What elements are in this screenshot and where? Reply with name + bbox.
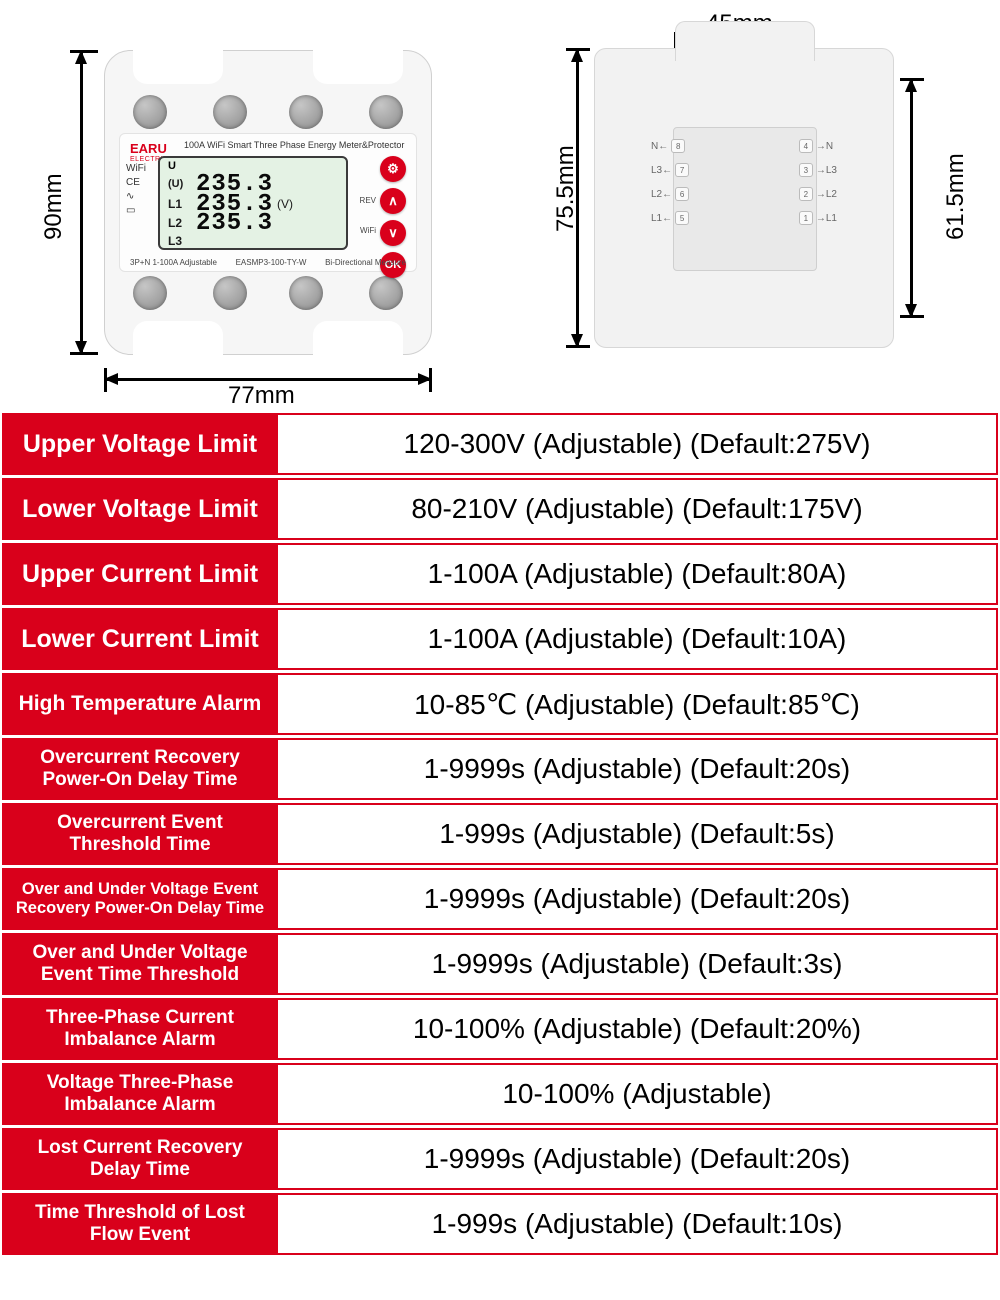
footer-left: 3P+N 1-100A Adjustable [130,258,217,267]
dim-front-height: 90mm [40,173,68,240]
arrowhead-icon [571,48,583,62]
spec-label: High Temperature Alarm [2,673,278,735]
spec-value: 1-9999s (Adjustable) (Default:20s) [278,1128,998,1190]
spec-row: Upper Current Limit1-100A (Adjustable) (… [2,543,998,605]
spec-table: Upper Voltage Limit120-300V (Adjustable)… [2,410,998,1258]
arrow-line [104,378,432,381]
spec-value: 1-999s (Adjustable) (Default:5s) [278,803,998,865]
screw-icon [289,276,323,310]
arrow-line [576,48,579,348]
spec-row: Over and Under VoltageEvent Time Thresho… [2,933,998,995]
dim-front-width: 77mm [228,382,295,410]
spec-row: Lower Current Limit1-100A (Adjustable) (… [2,608,998,670]
din-notch [313,50,403,84]
spec-row: Time Threshold of LostFlow Event1-999s (… [2,1193,998,1255]
arrowhead-icon [418,373,432,385]
lcd-label: (U) [168,178,196,190]
spec-row: Lost Current RecoveryDelay Time1-9999s (… [2,1128,998,1190]
spec-value: 1-9999s (Adjustable) (Default:3s) [278,933,998,995]
terminals-left: N←8 L3←7 L2←6 L1←5 [651,139,689,225]
device-footer: 3P+N 1-100A Adjustable EASMP3-100-TY-W B… [130,258,406,267]
footer-mid: EASMP3-100-TY-W [236,258,307,267]
lcd-unit: (V) [277,197,293,211]
gear-button[interactable]: ⚙ [380,156,406,182]
screw-icon [213,276,247,310]
arrowhead-icon [75,341,87,355]
device-front: EARU ELECTRIC 100A WiFi Smart Three Phas… [104,50,432,355]
arrowhead-icon [905,304,917,318]
spec-value: 120-300V (Adjustable) (Default:275V) [278,413,998,475]
spec-value: 1-999s (Adjustable) (Default:10s) [278,1193,998,1255]
screw-icon [369,276,403,310]
up-button[interactable]: ∧ [380,188,406,214]
device-face: EARU ELECTRIC 100A WiFi Smart Three Phas… [119,133,417,272]
spec-row: Overcurrent EventThreshold Time1-999s (A… [2,803,998,865]
arrow-line [80,50,83,355]
arrowhead-icon [905,78,917,92]
spec-label: Upper Current Limit [2,543,278,605]
arrowhead-icon [75,50,87,64]
screw-icon [289,95,323,129]
spec-row: High Temperature Alarm10-85℃ (Adjustable… [2,673,998,735]
spec-label: Over and Under VoltageEvent Time Thresho… [2,933,278,995]
page: 90mm 77mm 45mm 75.5mm 61.5mm [0,0,1000,1258]
back-panel [673,127,817,271]
spec-value: 10-100% (Adjustable) (Default:20%) [278,998,998,1060]
lcd-label: L1 [168,197,196,211]
spec-value: 1-100A (Adjustable) (Default:80A) [278,543,998,605]
cert-icons: WiFi CE ∿ ▭ [126,162,146,218]
spec-label: Time Threshold of LostFlow Event [2,1193,278,1255]
din-notch [133,50,223,84]
screw-icon [133,95,167,129]
lcd-label: L3 [168,234,196,248]
spec-label: Lower Current Limit [2,608,278,670]
dim-back-inner-height: 61.5mm [942,153,970,240]
spec-label: Voltage Three-PhaseImbalance Alarm [2,1063,278,1125]
din-notch [133,321,223,355]
screw-icon [369,95,403,129]
spec-label: Upper Voltage Limit [2,413,278,475]
lcd-u-label: U [168,160,176,172]
terminals-right: 4→N 3→L3 2→L2 1→L1 [799,139,837,225]
brand-logo: EARU [130,141,167,156]
spec-value: 10-100% (Adjustable) [278,1063,998,1125]
lcd-label: L2 [168,216,196,230]
spec-value: 10-85℃ (Adjustable) (Default:85℃) [278,673,998,735]
lcd-value: 235.3 [196,210,273,237]
spec-row: Overcurrent RecoveryPower-On Delay Time1… [2,738,998,800]
spec-value: 1-100A (Adjustable) (Default:10A) [278,608,998,670]
screw-icon [133,276,167,310]
diagram-area: 90mm 77mm 45mm 75.5mm 61.5mm [0,0,1000,410]
arrow-line [910,78,913,318]
spec-row: Three-Phase CurrentImbalance Alarm10-100… [2,998,998,1060]
spec-value: 1-9999s (Adjustable) (Default:20s) [278,868,998,930]
spec-value: 80-210V (Adjustable) (Default:175V) [278,478,998,540]
device-title: 100A WiFi Smart Three Phase Energy Meter… [184,140,404,150]
spec-label: Overcurrent EventThreshold Time [2,803,278,865]
spec-value: 1-9999s (Adjustable) (Default:20s) [278,738,998,800]
spec-row: Lower Voltage Limit80-210V (Adjustable) … [2,478,998,540]
spec-label: Lost Current RecoveryDelay Time [2,1128,278,1190]
btn-wifi-label: WiFi [360,226,376,235]
device-back: N←8 L3←7 L2←6 L1←5 4→N 3→L3 2→L2 1→L1 [594,48,894,348]
spec-label: Over and Under Voltage EventRecovery Pow… [2,868,278,930]
arrowhead-icon [571,334,583,348]
screw-icon [213,95,247,129]
spec-row: Over and Under Voltage EventRecovery Pow… [2,868,998,930]
spec-label: Three-Phase CurrentImbalance Alarm [2,998,278,1060]
spec-label: Lower Voltage Limit [2,478,278,540]
lcd-display: U (U) 235.3 L1 235.3 (V) L2 235.3 [158,156,348,250]
din-notch [313,321,403,355]
back-tab [675,21,815,61]
spec-label: Overcurrent RecoveryPower-On Delay Time [2,738,278,800]
arrowhead-icon [104,373,118,385]
btn-rev-label: REV [360,196,376,205]
footer-right: Bi-Directional Measure [325,258,406,267]
spec-row: Upper Voltage Limit120-300V (Adjustable)… [2,413,998,475]
down-button[interactable]: ∨ [380,220,406,246]
spec-row: Voltage Three-PhaseImbalance Alarm10-100… [2,1063,998,1125]
